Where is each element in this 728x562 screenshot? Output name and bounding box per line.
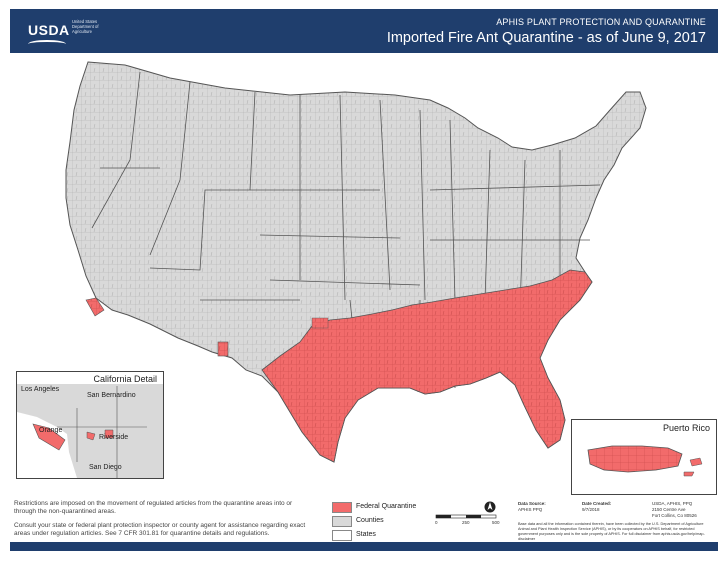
- label-los-angeles: Los Angeles: [21, 386, 60, 393]
- label-orange: Orange: [39, 427, 63, 434]
- agency-name: United States Department of Agriculture: [72, 19, 99, 34]
- quarantine-oklahoma-edge: [311, 317, 329, 329]
- legend-swatch-counties: [332, 516, 352, 527]
- restriction-note: Restrictions are imposed on the movement…: [14, 500, 293, 515]
- usda-logo: USDA: [18, 16, 69, 44]
- footer-bar: [10, 542, 718, 551]
- scale-tick-250: 250: [462, 520, 470, 525]
- legend-label-quarantine: Federal Quarantine: [356, 503, 417, 510]
- created-label: Date Created:: [582, 501, 612, 506]
- quarantine-new-mexico: [217, 341, 229, 357]
- quarantine-southern-california: [85, 297, 105, 317]
- legend-label-states: States: [356, 531, 376, 538]
- legend-swatch-states: [332, 530, 352, 541]
- us-map: [65, 61, 647, 463]
- logo-swoosh-icon: [28, 40, 66, 48]
- california-inset-title: California Detail: [93, 374, 157, 384]
- state-boundaries: [91, 71, 601, 396]
- source-label: Data Source:: [518, 501, 546, 506]
- source-value: APHIS PPQ: [518, 507, 543, 512]
- address-line-3: Fort Collins, Co 80526: [652, 513, 697, 518]
- label-san-bernardino: San Bernardino: [87, 392, 136, 399]
- puerto-rico-inset-title: Puerto Rico: [662, 423, 710, 433]
- california-inset: California Detail Los Angeles San Bernar…: [16, 371, 164, 479]
- logo-text: USDA: [28, 22, 70, 38]
- scale-tick-500: 500: [492, 520, 500, 525]
- scale-bar: [435, 514, 497, 519]
- puerto-rico-map: [587, 445, 703, 477]
- puerto-rico-inset: Puerto Rico: [571, 419, 717, 495]
- disclaimer: Base data and all the information contai…: [518, 522, 705, 541]
- north-arrow-icon: [484, 501, 496, 513]
- consult-note: Consult your state or federal plant prot…: [14, 522, 306, 537]
- label-riverside: Riverside: [99, 434, 129, 441]
- address-line-2: 2150 Centre Ave: [652, 507, 686, 512]
- created-value: 9/7/2018: [582, 507, 600, 512]
- legend-label-counties: Counties: [356, 517, 384, 524]
- legend-swatch-quarantine: [332, 502, 352, 513]
- quarantine-southeast: [261, 269, 593, 463]
- label-san-diego: San Diego: [89, 464, 122, 471]
- scale-tick-0: 0: [435, 520, 438, 525]
- address-line-1: USDA, APHIS, PPQ: [652, 501, 693, 506]
- header-bar: USDA United States Department of Agricul…: [10, 9, 718, 53]
- california-inset-map: [17, 384, 163, 478]
- map-title: Imported Fire Ant Quarantine - as of Jun…: [386, 30, 706, 46]
- map-subtitle: APHIS PLANT PROTECTION AND QUARANTINE: [496, 17, 706, 27]
